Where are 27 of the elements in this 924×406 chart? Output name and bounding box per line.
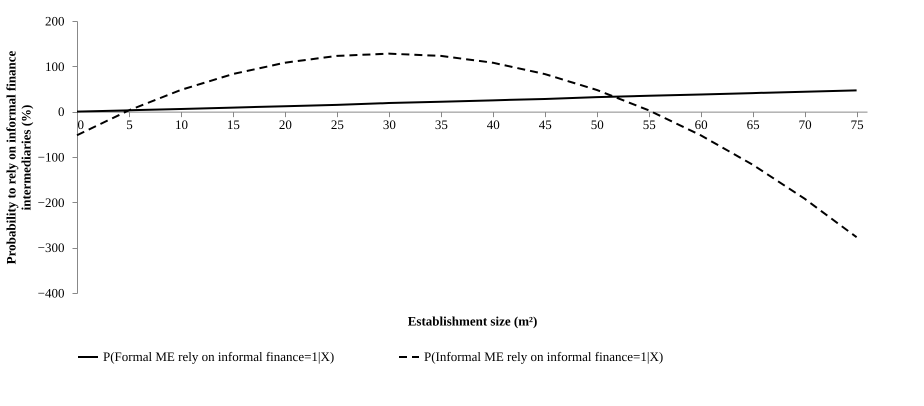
x-tick-label: 25 bbox=[330, 117, 344, 132]
x-tick-label: 55 bbox=[642, 117, 656, 132]
y-tick-label: 200 bbox=[45, 14, 64, 28]
x-tick-label: 10 bbox=[174, 117, 188, 132]
y-tick-label: −400 bbox=[38, 286, 64, 300]
x-tick-label: 0 bbox=[78, 117, 84, 132]
x-tick-label: 20 bbox=[278, 117, 292, 132]
x-tick-label: 60 bbox=[694, 117, 708, 132]
y-tick-label: −300 bbox=[38, 240, 64, 256]
x-tick-label: 65 bbox=[746, 117, 760, 132]
y-tick-label: 100 bbox=[45, 58, 64, 74]
x-tick-label: 45 bbox=[538, 117, 552, 132]
y-tick-label: 0 bbox=[58, 104, 64, 120]
x-tick-label: 50 bbox=[590, 117, 604, 132]
x-tick-label: 30 bbox=[382, 117, 396, 132]
x-tick-label: 40 bbox=[486, 117, 500, 132]
x-tick-label: 5 bbox=[126, 117, 133, 132]
y-tick-label: −100 bbox=[38, 150, 64, 164]
x-tick-label: 15 bbox=[226, 117, 240, 132]
y-tick-label: −200 bbox=[38, 194, 64, 210]
x-tick-label: 70 bbox=[798, 117, 812, 132]
x-axis-title: Establishment size (m²) bbox=[408, 314, 538, 328]
legend-label: P(Informal ME rely on informal finance=1|X) bbox=[424, 349, 664, 364]
x-tick-label: 35 bbox=[434, 117, 448, 132]
x-tick-label: 75 bbox=[850, 117, 864, 132]
legend-label: P(Formal ME rely on informal finance=1|X) bbox=[103, 349, 334, 364]
y-axis-title: Probability to rely on informal finance intermediaries (%) bbox=[4, 50, 34, 264]
